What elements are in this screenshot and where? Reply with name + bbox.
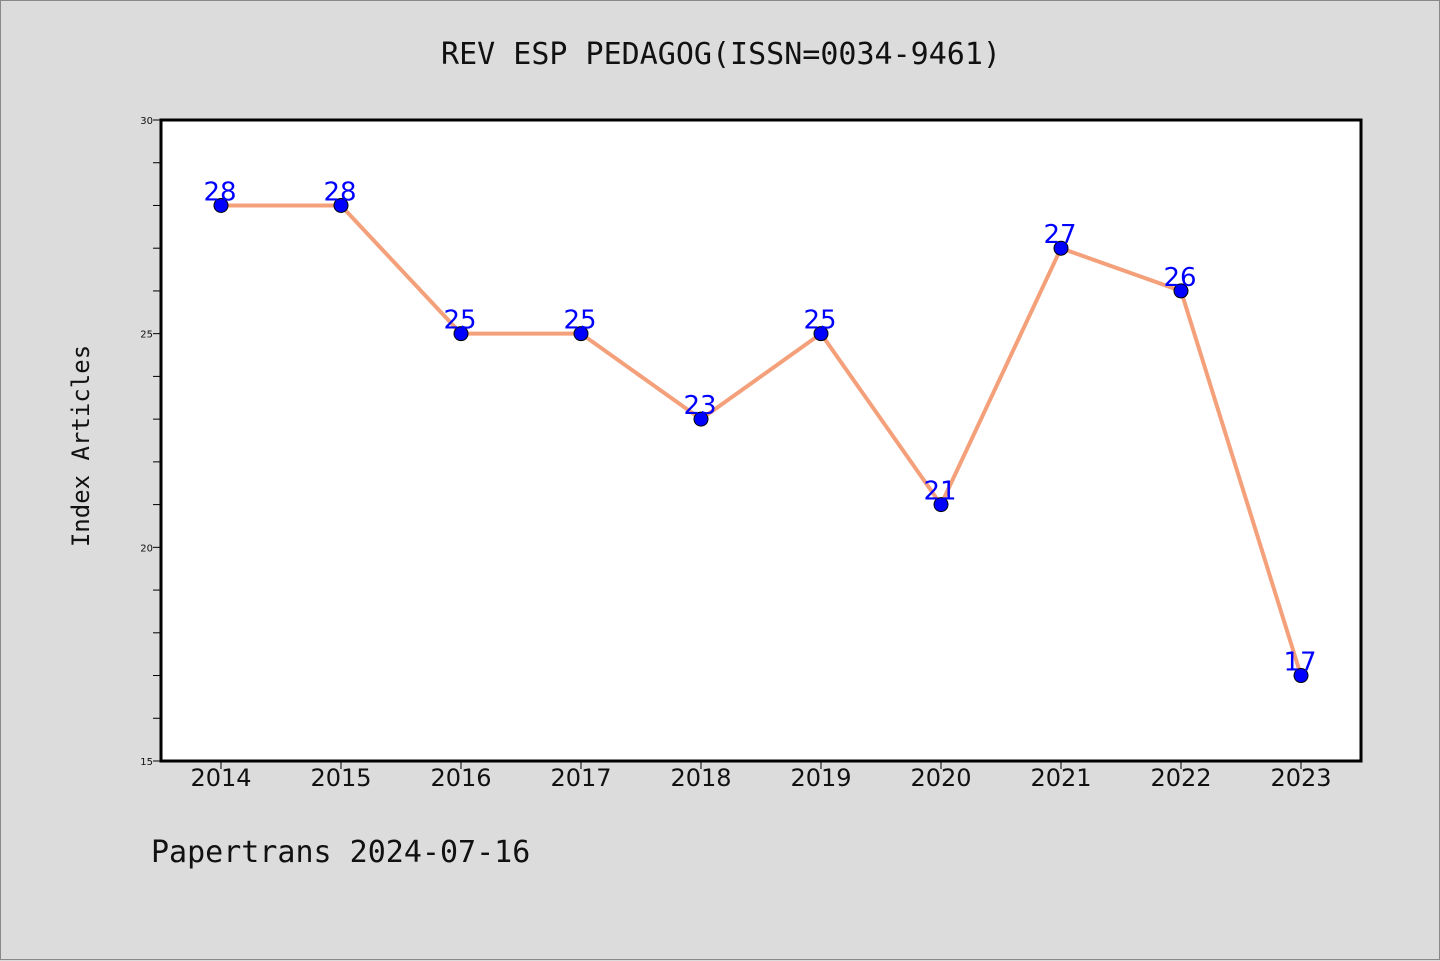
chart-title: REV ESP PEDAGOG(ISSN=0034-9461)	[441, 37, 1001, 72]
data-point	[813, 326, 829, 342]
series-line	[221, 203, 1303, 677]
x-tick-label: 2018	[670, 764, 731, 792]
data-label: 21	[923, 477, 956, 507]
x-tick-label: 2020	[910, 764, 971, 792]
footer-note: Papertrans 2024-07-16	[151, 835, 531, 870]
data-point	[1293, 668, 1309, 684]
x-tick-label: 2023	[1270, 764, 1331, 792]
data-point	[573, 326, 589, 342]
data-label: 27	[1043, 220, 1076, 250]
data-point	[453, 326, 469, 342]
data-point	[693, 411, 709, 427]
data-label: 28	[203, 177, 236, 207]
y-tick-label: 15	[140, 757, 153, 768]
data-point	[1053, 240, 1069, 256]
data-label: 23	[683, 391, 716, 421]
x-tick-label: 2014	[190, 764, 251, 792]
data-label: 25	[803, 306, 836, 336]
y-tick-label: 30	[140, 116, 153, 127]
x-tick-label: 2017	[550, 764, 611, 792]
x-tick-label: 2016	[430, 764, 491, 792]
data-point	[333, 197, 349, 213]
data-label: 25	[443, 306, 476, 336]
plot-frame	[159, 118, 1363, 763]
data-label: 25	[563, 306, 596, 336]
plot-background	[161, 120, 1361, 761]
y-tick-label: 20	[140, 543, 153, 554]
x-tick-label: 2022	[1150, 764, 1211, 792]
x-tick-label: 2021	[1030, 764, 1091, 792]
x-tick-label: 2015	[310, 764, 371, 792]
y-tick-label: 25	[140, 330, 153, 341]
data-label: 28	[323, 177, 356, 207]
x-tick-label: 2019	[790, 764, 851, 792]
data-point	[213, 197, 229, 213]
data-point	[1173, 283, 1189, 299]
data-point	[933, 497, 949, 513]
data-label: 26	[1163, 263, 1196, 293]
data-label: 17	[1283, 648, 1316, 678]
